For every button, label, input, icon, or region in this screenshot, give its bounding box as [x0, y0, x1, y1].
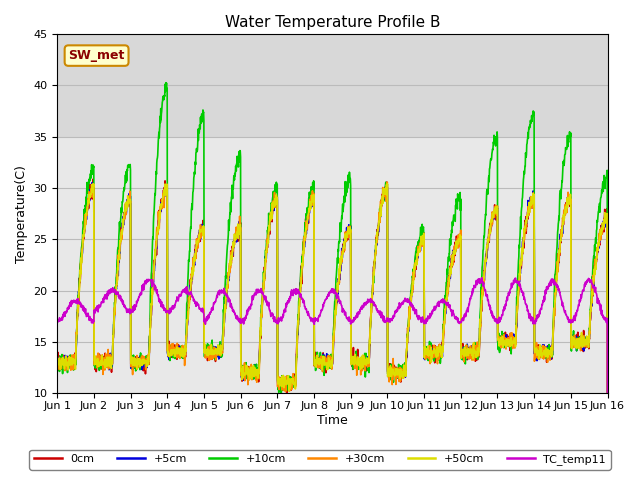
- 0cm: [172, 348, 179, 354]
- +5cm: [85, 195, 93, 201]
- TC_temp11: [54, 318, 61, 324]
- +30cm: [281, 377, 289, 383]
- +50cm: [54, 365, 61, 371]
- Line: +30cm: +30cm: [58, 182, 607, 480]
- 0cm: [260, 281, 268, 287]
- +10cm: [162, 80, 170, 85]
- TC_temp11: [171, 302, 179, 308]
- +5cm: [88, 180, 96, 186]
- +5cm: [429, 354, 437, 360]
- +50cm: [171, 352, 179, 358]
- 0cm: [85, 194, 93, 200]
- +5cm: [54, 364, 61, 370]
- +30cm: [429, 352, 437, 358]
- +50cm: [278, 373, 285, 379]
- 0cm: [54, 358, 61, 363]
- TC_temp11: [478, 275, 486, 281]
- Line: 0cm: 0cm: [58, 179, 607, 480]
- +10cm: [85, 180, 93, 186]
- +50cm: [429, 349, 437, 355]
- +10cm: [278, 388, 286, 394]
- +5cm: [172, 349, 179, 355]
- Line: +50cm: +50cm: [58, 184, 607, 480]
- +30cm: [171, 352, 179, 358]
- TC_temp11: [259, 290, 267, 296]
- +50cm: [259, 289, 267, 295]
- +30cm: [259, 289, 267, 295]
- TC_temp11: [281, 306, 289, 312]
- Legend: 0cm, +5cm, +10cm, +30cm, +50cm, TC_temp11: 0cm, +5cm, +10cm, +30cm, +50cm, TC_temp1…: [29, 450, 611, 469]
- +50cm: [383, 181, 391, 187]
- Y-axis label: Temperature(C): Temperature(C): [15, 165, 28, 263]
- +5cm: [281, 381, 289, 386]
- 0cm: [429, 346, 437, 352]
- +30cm: [383, 180, 391, 185]
- TC_temp11: [278, 315, 285, 321]
- +50cm: [85, 200, 93, 206]
- +10cm: [429, 349, 437, 355]
- Title: Water Temperature Profile B: Water Temperature Profile B: [225, 15, 440, 30]
- Bar: [58, 34, 607, 137]
- +10cm: [54, 361, 61, 367]
- +30cm: [278, 387, 285, 393]
- +10cm: [260, 269, 268, 275]
- X-axis label: Time: Time: [317, 414, 348, 427]
- Line: +5cm: +5cm: [58, 183, 607, 480]
- 0cm: [278, 384, 286, 389]
- TC_temp11: [85, 314, 93, 320]
- +30cm: [54, 360, 61, 366]
- Line: +10cm: +10cm: [58, 83, 607, 480]
- +10cm: [281, 383, 289, 388]
- 0cm: [90, 176, 97, 182]
- Text: SW_met: SW_met: [68, 49, 125, 62]
- +30cm: [85, 189, 93, 195]
- Line: TC_temp11: TC_temp11: [58, 278, 607, 480]
- 0cm: [281, 386, 289, 392]
- +10cm: [172, 356, 179, 361]
- +50cm: [281, 381, 289, 386]
- +5cm: [260, 277, 268, 283]
- +5cm: [278, 379, 286, 385]
- TC_temp11: [429, 307, 436, 313]
